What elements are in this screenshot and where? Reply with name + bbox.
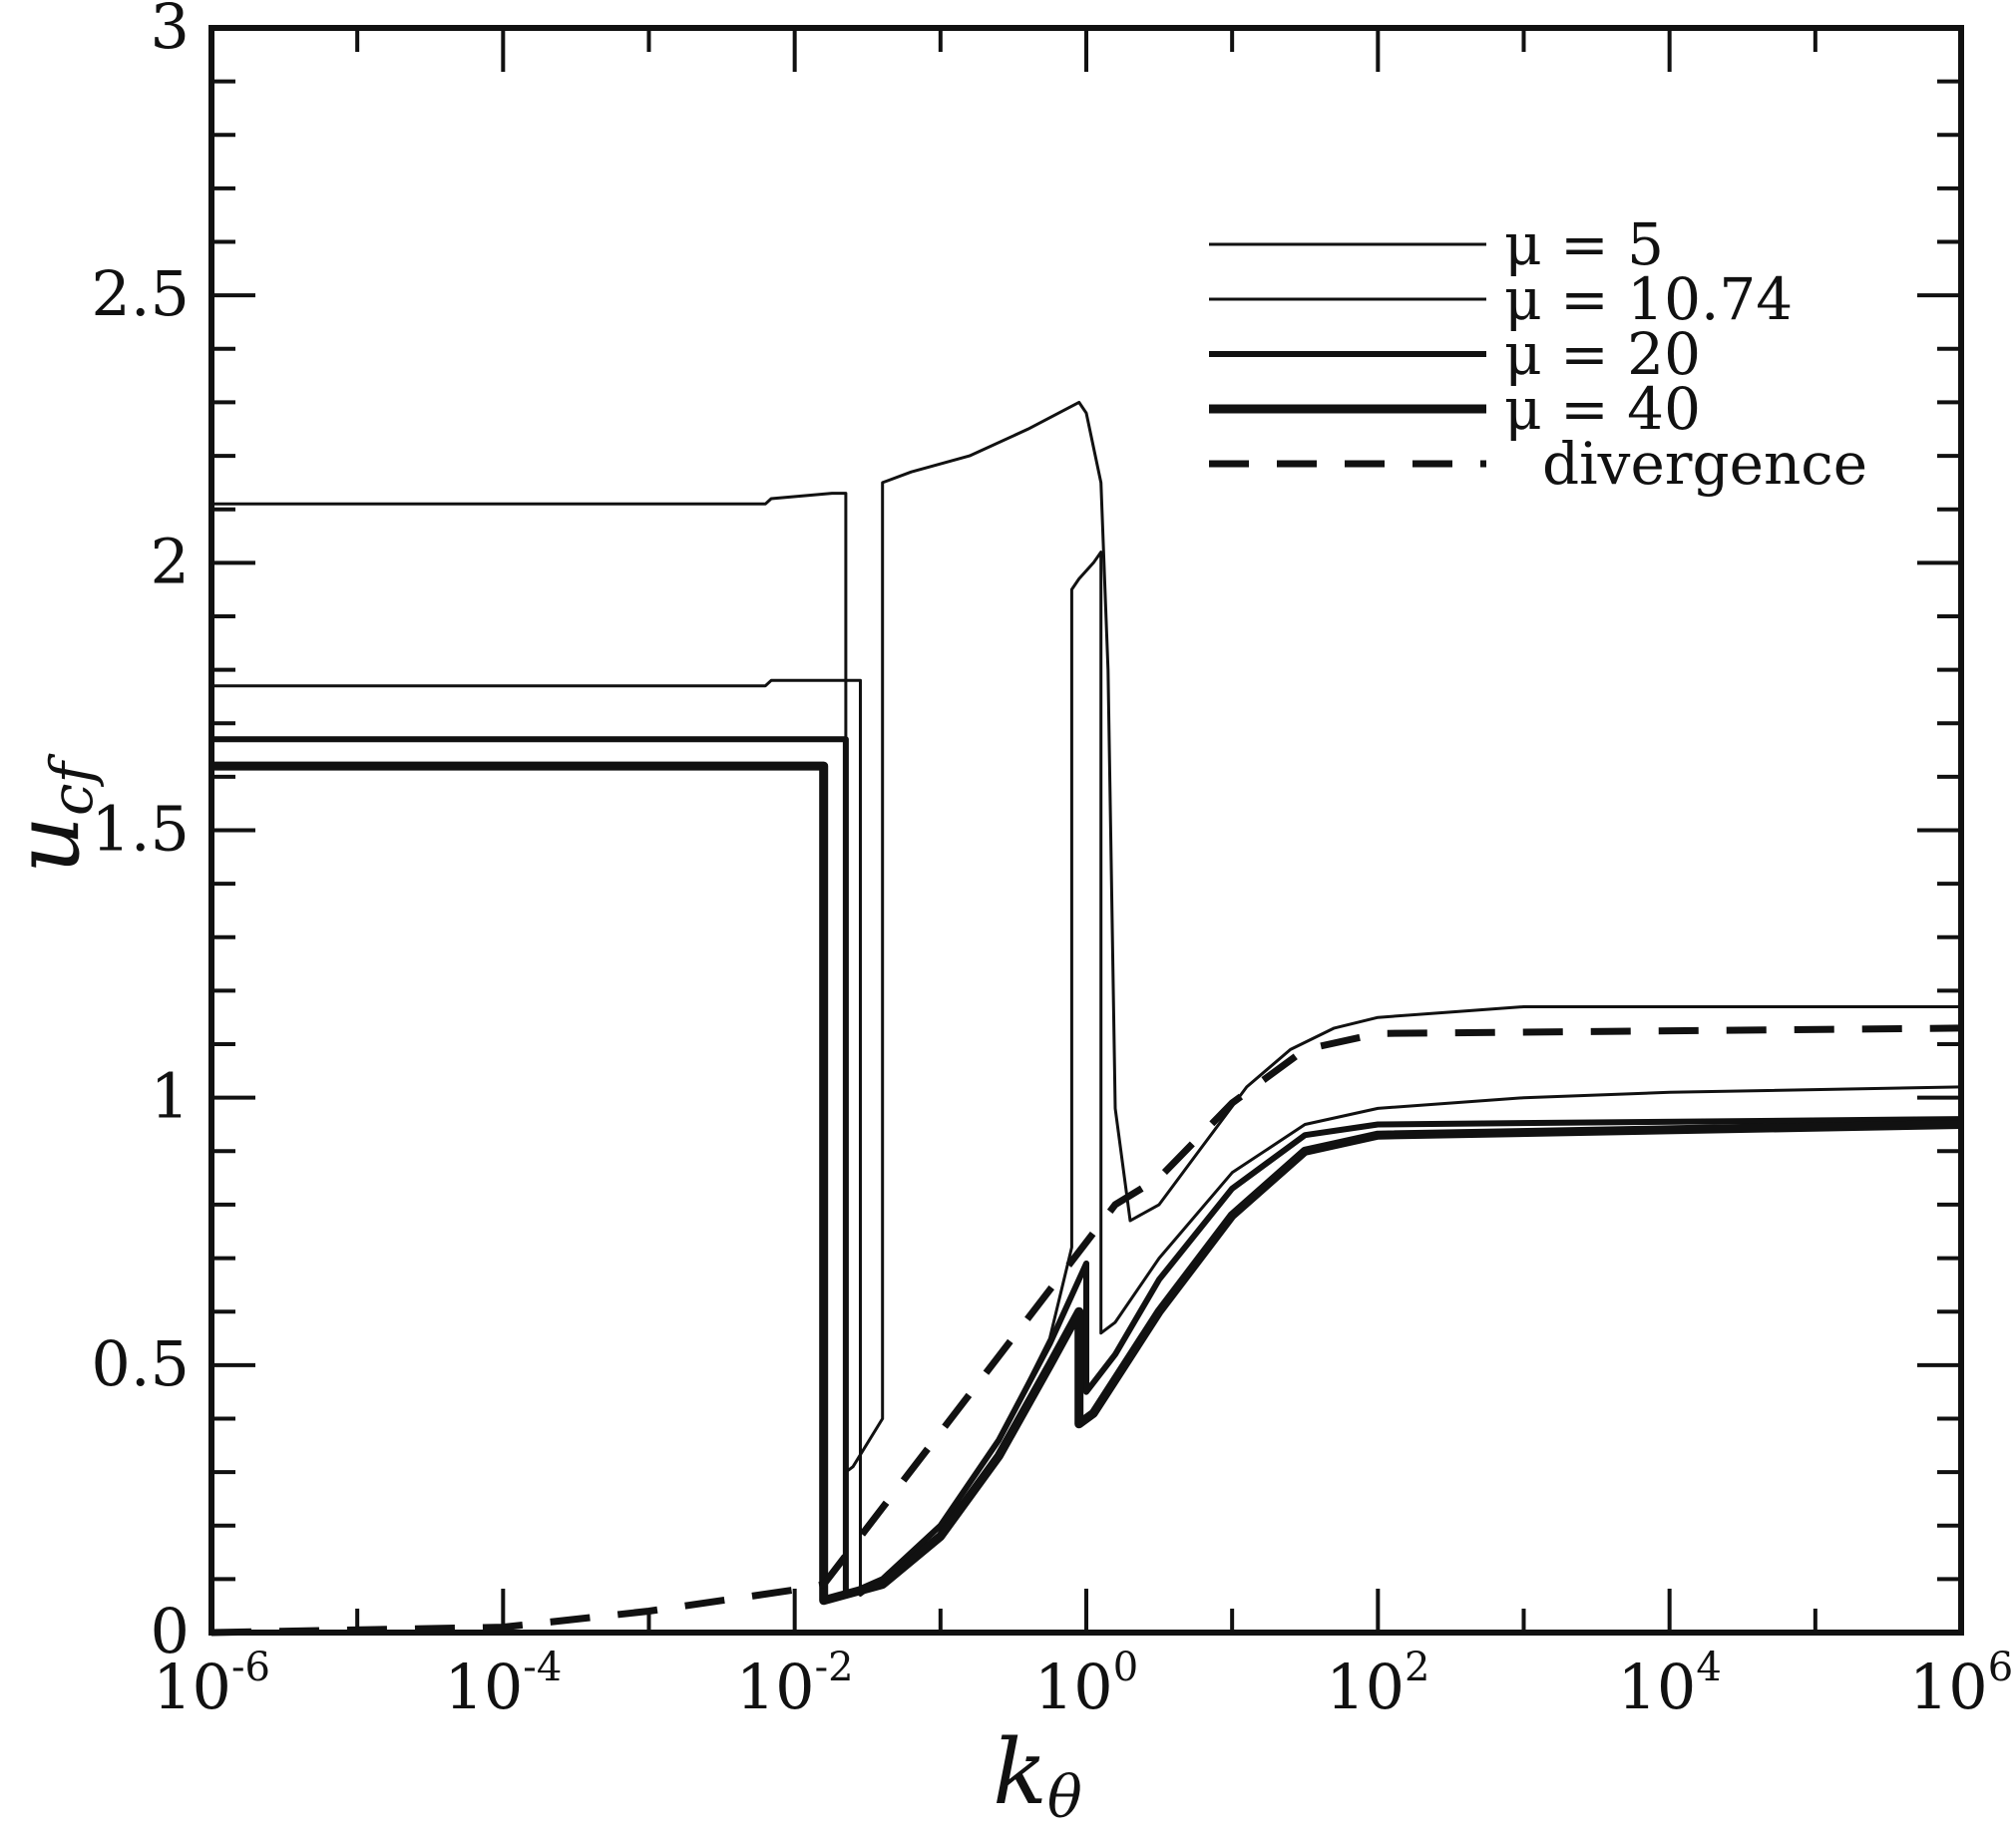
x-tick-label-base: 10	[1617, 1651, 1696, 1723]
x-tick-label: 106	[1909, 1645, 2013, 1723]
legend-label: μ = 10.74	[1504, 265, 1793, 333]
y-tick-label: 3	[151, 0, 190, 63]
legend-label: divergence	[1542, 430, 1867, 498]
x-axis-label-subscript: θ	[1047, 1763, 1082, 1831]
x-tick-label-exponent: 0	[1113, 1645, 1138, 1690]
x-tick-label-exponent: -2	[815, 1645, 854, 1690]
series-line-4	[210, 1024, 1962, 1637]
x-tick-label: 102	[1326, 1645, 1429, 1723]
legend-label: μ = 20	[1504, 320, 1701, 388]
x-tick-label: 100	[1034, 1645, 1138, 1723]
y-tick-label: 0.5	[91, 1327, 190, 1400]
y-axis-label-main: u	[0, 816, 100, 874]
series-line-1	[211, 551, 1962, 1597]
legend-label: μ = 40	[1504, 375, 1701, 443]
x-tick-label-exponent: -6	[231, 1645, 270, 1690]
x-tick-label-exponent: 6	[1988, 1645, 2013, 1690]
x-tick-label: 104	[1617, 1645, 1721, 1723]
x-tick-label-exponent: 4	[1696, 1645, 1721, 1690]
series-line-3	[211, 761, 1962, 1606]
y-tick-label: 0	[151, 1595, 190, 1667]
x-tick-label-base: 10	[1326, 1651, 1405, 1723]
y-tick-label: 1	[151, 1060, 190, 1133]
x-tick-label: 10-2	[736, 1645, 854, 1723]
x-tick-label: 10-6	[153, 1645, 270, 1723]
x-axis-label-main: k	[993, 1720, 1047, 1825]
x-tick-label-base: 10	[444, 1651, 523, 1723]
x-tick-label-base: 10	[1034, 1651, 1113, 1723]
series-layer	[210, 400, 1962, 1637]
y-tick-label: 1.5	[91, 793, 190, 866]
x-tick-label-exponent: 2	[1405, 1645, 1429, 1690]
y-axis-label: ucf	[0, 753, 106, 874]
plot-frame	[208, 25, 1964, 1636]
x-tick-label: 10-4	[444, 1645, 562, 1723]
y-tick-label: 2	[151, 525, 190, 597]
x-axis-label: kθ	[993, 1720, 1081, 1831]
x-tick-label-base: 10	[153, 1651, 231, 1723]
y-tick-label: 2.5	[91, 257, 190, 330]
series-line-0	[211, 400, 1961, 1474]
x-tick-label-base: 10	[1909, 1651, 1988, 1723]
x-tick-label-exponent: -4	[523, 1645, 562, 1690]
legend-label: μ = 5	[1504, 210, 1664, 278]
x-tick-label-base: 10	[736, 1651, 815, 1723]
y-axis-label-subscript: cf	[38, 753, 106, 816]
